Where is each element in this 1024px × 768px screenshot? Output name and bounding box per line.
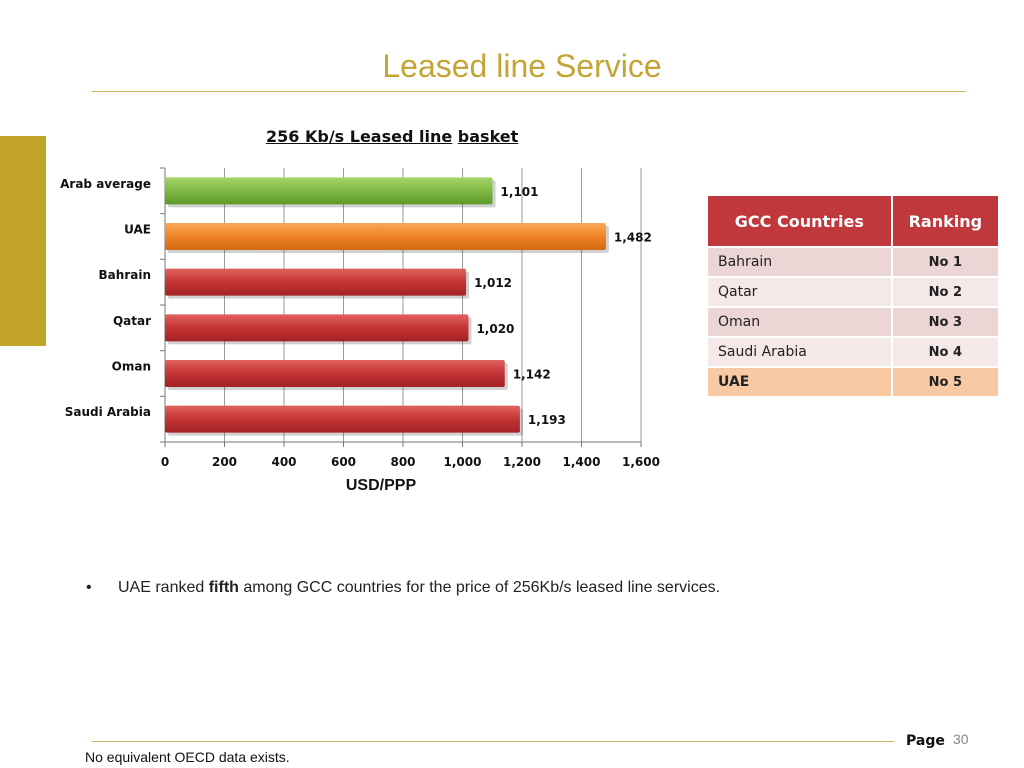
chart-bars: [165, 177, 609, 436]
bullet-text-bold: fifth: [208, 579, 239, 596]
value-label: 1,020: [476, 322, 514, 336]
x-tick-label: 600: [331, 455, 356, 469]
decorative-side-bar: [0, 136, 46, 346]
table-cell-rank: No 1: [891, 247, 998, 278]
gcc-ranking-table: GCC Countries Ranking Bahrain No 1 Qatar…: [708, 196, 998, 398]
chart-title-main: 256 Kb/s Leased line: [266, 127, 453, 146]
category-label: Arab average: [60, 177, 151, 191]
title-divider: [92, 91, 966, 92]
table-cell-country: Bahrain: [708, 247, 893, 278]
bar-arab-average: [165, 177, 493, 205]
page-number: 30: [953, 731, 969, 747]
bar-uae: [165, 223, 606, 250]
bar-saudi-arabia: [165, 405, 520, 433]
table-cell-rank: No 3: [891, 307, 998, 338]
bullet-text-start: UAE ranked: [118, 579, 209, 596]
category-label: Bahrain: [99, 268, 151, 282]
x-tick-label: 0: [161, 455, 169, 469]
chart-title: 256 Kb/s Leased line basket: [266, 127, 518, 146]
table-row: Saudi Arabia No 4: [708, 337, 998, 368]
bullet-dot-icon: •: [86, 579, 92, 596]
table-row: Qatar No 2: [708, 277, 998, 308]
bar-bahrain: [165, 268, 467, 296]
table-cell-country: UAE: [708, 367, 893, 398]
table-cell-country: Oman: [708, 307, 893, 338]
chart-title-basket: basket: [457, 127, 519, 146]
table-row: Oman No 3: [708, 307, 998, 338]
category-label: Oman: [112, 360, 151, 374]
chart-labels: 0 200 400 600 800 1,000 1,200 1,400 1,600 Arab av…: [60, 177, 660, 469]
x-tick-label: 1,600: [622, 455, 660, 469]
table-header-countries: GCC Countries: [708, 196, 893, 248]
table-cell-rank: No 4: [891, 337, 998, 368]
table-row-highlight: UAE No 5: [708, 367, 998, 398]
value-label: 1,101: [501, 185, 539, 199]
footnote: No equivalent OECD data exists.: [85, 749, 290, 765]
value-label: 1,482: [614, 231, 652, 245]
slide-title: Leased line Service: [382, 48, 662, 84]
x-tick-label: 1,000: [444, 455, 482, 469]
x-tick-label: 1,400: [563, 455, 601, 469]
category-label: Qatar: [113, 314, 151, 328]
bar-qatar: [165, 314, 469, 342]
table-cell-rank: No 5: [891, 367, 998, 398]
table-cell-rank: No 2: [891, 277, 998, 308]
x-tick-label: 800: [390, 455, 415, 469]
value-label: 1,142: [513, 368, 551, 382]
value-label: 1,012: [474, 276, 512, 290]
x-tick-label: 200: [212, 455, 237, 469]
table-header-ranking: Ranking: [891, 196, 998, 248]
bullet-point: • UAE ranked fifth among GCC countries fo…: [86, 579, 720, 597]
bar-oman: [165, 360, 505, 387]
category-label: Saudi Arabia: [65, 405, 151, 419]
value-label: 1,193: [528, 413, 566, 427]
x-axis-title: USD/PPP: [346, 477, 417, 494]
table-cell-country: Qatar: [708, 277, 893, 308]
page-label: Page: [906, 733, 945, 749]
chart-gridlines: [160, 167, 642, 447]
x-tick-label: 400: [271, 455, 296, 469]
category-label: UAE: [124, 223, 151, 237]
table-cell-country: Saudi Arabia: [708, 337, 893, 368]
x-tick-label: 1,200: [503, 455, 541, 469]
footer-divider: [92, 741, 894, 742]
bullet-text-end: among GCC countries for the price of 256…: [238, 579, 721, 596]
table-row: Bahrain No 1: [708, 247, 998, 278]
